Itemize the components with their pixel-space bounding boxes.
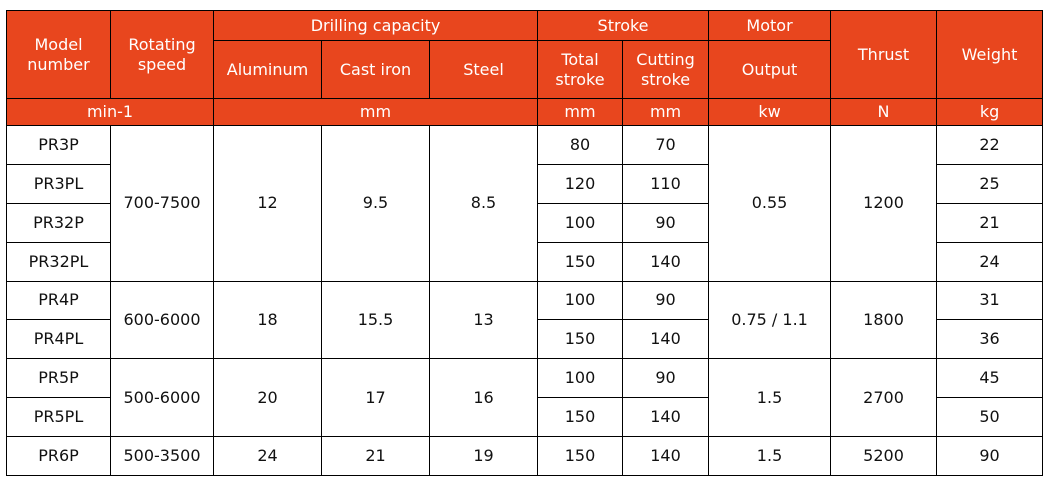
unit-thrust: N [830, 98, 938, 126]
weight-cell: 25 [936, 163, 1044, 204]
cutting-stroke-cell: 70 [622, 125, 710, 165]
cutting-stroke-cell: 140 [622, 241, 710, 282]
aluminum-cell: 20 [213, 358, 322, 437]
steel-cell: 16 [428, 358, 539, 437]
spec-table: Model number Rotating speed Drilling cap… [6, 10, 1044, 476]
unit-speed: min-1 [6, 98, 214, 126]
units-row: min-1 mm mm mm kw N kg [6, 98, 1044, 126]
cutting-stroke-cell: 140 [622, 436, 710, 476]
steel-cell: 13 [428, 280, 539, 360]
output-cell: 1.5 [708, 358, 832, 437]
unit-output: kw [708, 98, 832, 126]
unit-capacity: mm [212, 98, 539, 126]
speed-cell: 500-3500 [110, 436, 214, 476]
cutting-stroke-cell: 140 [622, 397, 710, 437]
total-stroke-cell: 150 [537, 319, 624, 360]
header-output: Output [708, 40, 832, 99]
thrust-cell: 5200 [830, 436, 938, 476]
table-row: PR32P 100 90 21 [6, 202, 1044, 243]
model-cell: PR3PL [6, 163, 111, 204]
cutting-stroke-cell: 90 [622, 280, 710, 321]
steel-cell: 19 [428, 436, 539, 476]
header-cutting-stroke: Cutting stroke [622, 40, 710, 99]
cast-iron-cell: 17 [321, 358, 430, 437]
model-cell: PR3P [6, 125, 111, 165]
output-cell: 1.5 [708, 436, 832, 476]
model-cell: PR4P [6, 280, 111, 321]
thrust-cell: 2700 [830, 358, 938, 437]
speed-cell: 600-6000 [110, 280, 214, 360]
unit-cutting-stroke: mm [622, 98, 710, 126]
weight-cell: 36 [936, 319, 1044, 360]
unit-weight: kg [936, 98, 1044, 126]
total-stroke-cell: 100 [537, 358, 624, 399]
aluminum-cell: 24 [213, 436, 322, 476]
model-cell: PR5PL [6, 397, 111, 437]
model-cell: PR32P [6, 202, 111, 243]
weight-cell: 21 [936, 202, 1044, 243]
cutting-stroke-cell: 90 [622, 202, 710, 243]
speed-cell: 500-6000 [110, 358, 214, 437]
steel-cell: 8.5 [428, 125, 539, 282]
header-aluminum: Aluminum [213, 40, 322, 99]
weight-cell: 31 [936, 280, 1044, 321]
cast-iron-cell: 9.5 [321, 125, 430, 282]
cast-iron-cell: 15.5 [321, 280, 430, 360]
table-row: PR6P 500-3500 24 21 19 150 140 1.5 5200 … [6, 436, 1044, 476]
header-weight: Weight [936, 10, 1044, 99]
table-row: PR4P 600-6000 18 15.5 13 100 90 0.75 / 1… [6, 280, 1044, 360]
table-row: PR32PL 150 140 24 [6, 241, 1044, 282]
output-cell: 0.75 / 1.1 [708, 280, 832, 360]
header-drilling-capacity: Drilling capacity [212, 10, 539, 41]
header-model-number: Model number [6, 10, 111, 99]
model-cell: PR4PL [6, 319, 111, 360]
weight-cell: 45 [936, 358, 1044, 399]
header-cast-iron: Cast iron [321, 40, 430, 99]
weight-cell: 50 [936, 397, 1044, 437]
table-row: PR5PL 150 140 50 [6, 397, 1044, 437]
cutting-stroke-cell: 110 [622, 163, 710, 204]
cutting-stroke-cell: 140 [622, 319, 710, 360]
speed-cell: 700-7500 [110, 125, 214, 282]
total-stroke-cell: 80 [537, 125, 624, 165]
table-row: PR3P 700-7500 12 9.5 8.5 80 70 0.55 1200… [6, 125, 1044, 282]
header-thrust: Thrust [830, 10, 938, 99]
total-stroke-cell: 150 [537, 397, 624, 437]
model-cell: PR32PL [6, 241, 111, 282]
header-rotating-speed: Rotating speed [110, 10, 214, 99]
model-cell: PR6P [6, 436, 111, 476]
header-total-stroke: Total stroke [537, 40, 624, 99]
cast-iron-cell: 21 [321, 436, 430, 476]
thrust-cell: 1200 [830, 125, 938, 282]
total-stroke-cell: 100 [537, 280, 624, 321]
weight-cell: 22 [936, 125, 1044, 165]
header-stroke: Stroke [537, 10, 710, 41]
total-stroke-cell: 150 [537, 436, 624, 476]
weight-cell: 24 [936, 241, 1044, 282]
thrust-cell: 1800 [830, 280, 938, 360]
table-row: PR5P 500-6000 20 17 16 100 90 1.5 2700 4… [6, 358, 1044, 437]
aluminum-cell: 12 [213, 125, 322, 282]
table-header: Model number Rotating speed Drilling cap… [6, 10, 1044, 126]
weight-cell: 90 [936, 436, 1044, 476]
total-stroke-cell: 100 [537, 202, 624, 243]
table-row: PR4PL 150 140 36 [6, 319, 1044, 360]
table-row: PR3PL 120 110 25 [6, 163, 1044, 204]
cutting-stroke-cell: 90 [622, 358, 710, 399]
total-stroke-cell: 150 [537, 241, 624, 282]
unit-total-stroke: mm [537, 98, 624, 126]
total-stroke-cell: 120 [537, 163, 624, 204]
aluminum-cell: 18 [213, 280, 322, 360]
output-cell: 0.55 [708, 125, 832, 282]
header-steel: Steel [428, 40, 539, 99]
model-cell: PR5P [6, 358, 111, 399]
table-body: PR3P 700-7500 12 9.5 8.5 80 70 0.55 1200… [6, 125, 1044, 476]
header-motor: Motor [708, 10, 832, 41]
